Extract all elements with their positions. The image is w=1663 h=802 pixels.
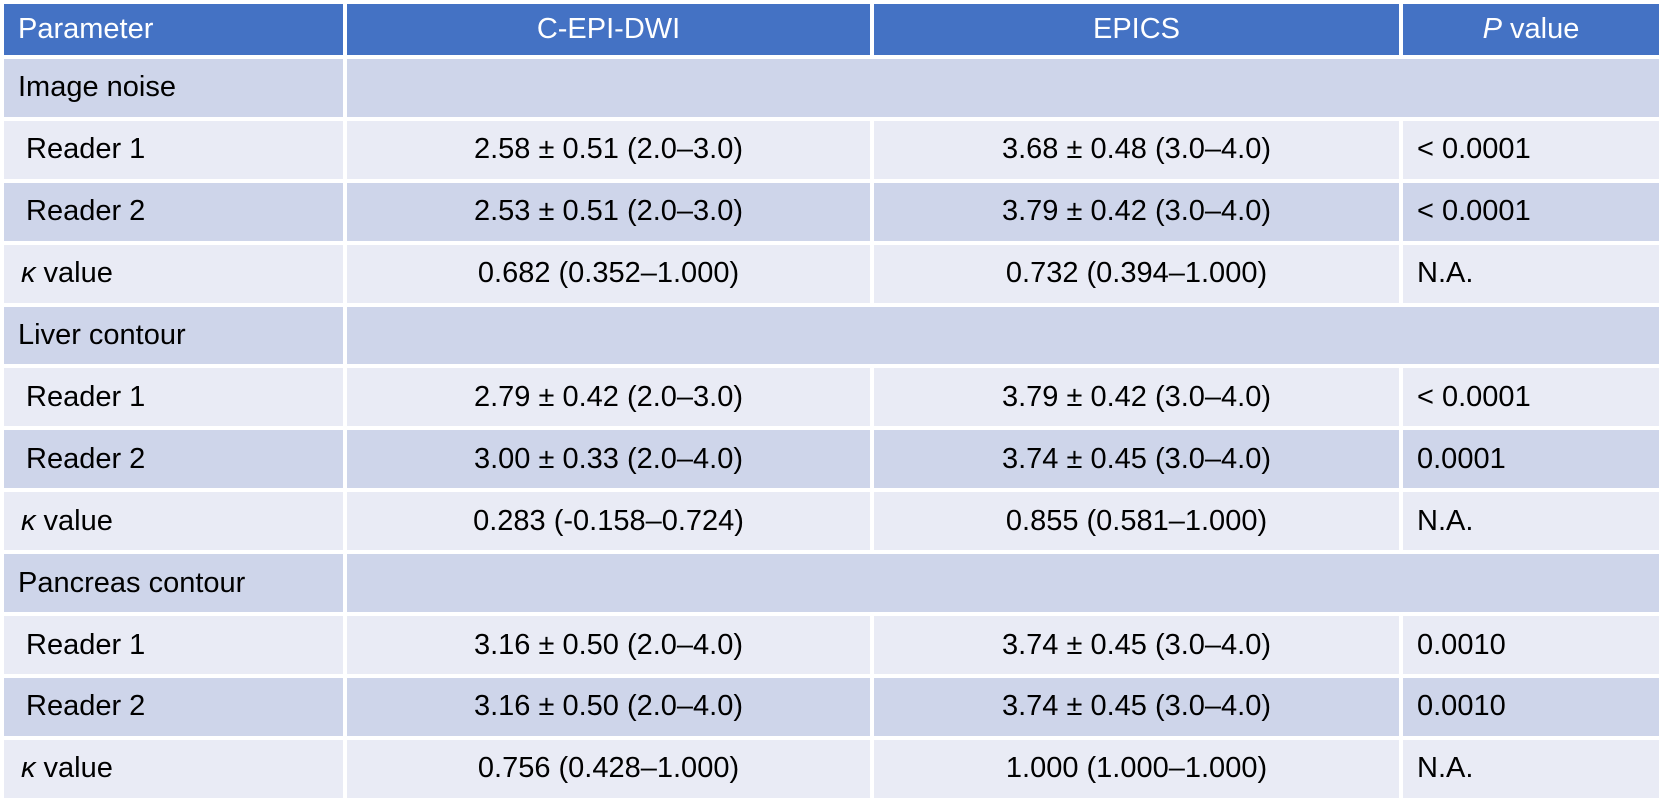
- epics-value: 0.855 (0.581–1.000): [874, 492, 1399, 551]
- epics-value: 1.000 (1.000–1.000): [874, 739, 1399, 798]
- kappa-symbol: κ: [21, 752, 36, 785]
- table-row: κ value 0.756 (0.428–1.000) 1.000 (1.000…: [4, 739, 1659, 798]
- section-spacer: [347, 554, 1659, 613]
- table-row: Reader 1 3.16 ± 0.50 (2.0–4.0) 3.74 ± 0.…: [4, 616, 1659, 675]
- kappa-label-rest: value: [35, 752, 113, 785]
- epics-value: 0.732 (0.394–1.000): [874, 244, 1399, 303]
- row-label: Reader 1: [4, 120, 343, 179]
- cepidwi-value: 0.682 (0.352–1.000): [347, 244, 870, 303]
- table-row: Reader 1 2.79 ± 0.42 (2.0–3.0) 3.79 ± 0.…: [4, 368, 1659, 427]
- table-row: κ value 0.682 (0.352–1.000) 0.732 (0.394…: [4, 244, 1659, 303]
- p-value: 0.0001: [1403, 430, 1659, 489]
- pvalue-header-italic-p: P: [1482, 12, 1502, 45]
- cepidwi-value: 2.53 ± 0.51 (2.0–3.0): [347, 182, 870, 241]
- cepidwi-value: 3.16 ± 0.50 (2.0–4.0): [347, 678, 870, 736]
- section-row-liver-contour: Liver contour: [4, 306, 1659, 365]
- column-header-epics: EPICS: [874, 4, 1399, 55]
- kappa-label-rest: value: [35, 257, 113, 290]
- p-value: < 0.0001: [1403, 368, 1659, 427]
- section-title: Image noise: [4, 58, 343, 117]
- cepidwi-value: 0.283 (-0.158–0.724): [347, 492, 870, 551]
- cepidwi-value: 3.00 ± 0.33 (2.0–4.0): [347, 430, 870, 489]
- section-spacer: [347, 306, 1659, 365]
- table-header-row: Parameter C-EPI-DWI EPICS P value: [4, 4, 1659, 55]
- epics-value: 3.74 ± 0.45 (3.0–4.0): [874, 616, 1399, 675]
- cepidwi-value: 0.756 (0.428–1.000): [347, 739, 870, 798]
- kappa-label-rest: value: [35, 504, 113, 537]
- epics-value: 3.79 ± 0.42 (3.0–4.0): [874, 368, 1399, 427]
- p-value: N.A.: [1403, 739, 1659, 798]
- p-value: < 0.0001: [1403, 182, 1659, 241]
- cepidwi-value: 2.79 ± 0.42 (2.0–3.0): [347, 368, 870, 427]
- pvalue-header-rest: value: [1501, 12, 1580, 45]
- row-label: κ value: [4, 244, 343, 303]
- row-label: Reader 1: [4, 616, 343, 675]
- cepidwi-value: 3.16 ± 0.50 (2.0–4.0): [347, 616, 870, 675]
- epics-value: 3.68 ± 0.48 (3.0–4.0): [874, 120, 1399, 179]
- row-label: κ value: [4, 739, 343, 798]
- p-value: 0.0010: [1403, 678, 1659, 736]
- p-value: N.A.: [1403, 492, 1659, 551]
- table-row: Reader 2 3.16 ± 0.50 (2.0–4.0) 3.74 ± 0.…: [4, 678, 1659, 736]
- epics-value: 3.74 ± 0.45 (3.0–4.0): [874, 430, 1399, 489]
- row-label: Reader 2: [4, 430, 343, 489]
- row-label: Reader 1: [4, 368, 343, 427]
- cepidwi-value: 2.58 ± 0.51 (2.0–3.0): [347, 120, 870, 179]
- section-row-pancreas-contour: Pancreas contour: [4, 554, 1659, 613]
- section-title: Pancreas contour: [4, 554, 343, 613]
- epics-value: 3.79 ± 0.42 (3.0–4.0): [874, 182, 1399, 241]
- kappa-symbol: κ: [21, 504, 36, 537]
- table-row: Reader 2 3.00 ± 0.33 (2.0–4.0) 3.74 ± 0.…: [4, 430, 1659, 489]
- p-value: 0.0010: [1403, 616, 1659, 675]
- table-row: Reader 1 2.58 ± 0.51 (2.0–3.0) 3.68 ± 0.…: [4, 120, 1659, 179]
- section-spacer: [347, 58, 1659, 117]
- column-header-pvalue: P value: [1403, 4, 1659, 55]
- column-header-parameter: Parameter: [4, 4, 343, 55]
- table-row: κ value 0.283 (-0.158–0.724) 0.855 (0.58…: [4, 492, 1659, 551]
- column-header-cepidwi: C-EPI-DWI: [347, 4, 870, 55]
- row-label: Reader 2: [4, 182, 343, 241]
- row-label: κ value: [4, 492, 343, 551]
- epics-value: 3.74 ± 0.45 (3.0–4.0): [874, 678, 1399, 736]
- section-row-image-noise: Image noise: [4, 58, 1659, 117]
- p-value: < 0.0001: [1403, 120, 1659, 179]
- row-label: Reader 2: [4, 678, 343, 736]
- section-title: Liver contour: [4, 306, 343, 365]
- kappa-symbol: κ: [21, 257, 36, 290]
- table-row: Reader 2 2.53 ± 0.51 (2.0–3.0) 3.79 ± 0.…: [4, 182, 1659, 241]
- p-value: N.A.: [1403, 244, 1659, 303]
